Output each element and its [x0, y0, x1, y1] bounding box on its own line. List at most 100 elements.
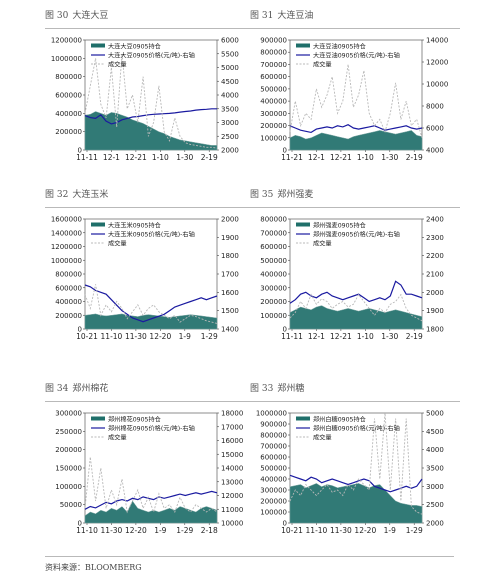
price-line: [84, 490, 218, 510]
x-tick-label: 1-10: [357, 332, 374, 341]
chart-sugar: 0 100000 200000 300000 400000 500000 600000 700…: [256, 410, 444, 536]
left-tick-label: 0: [78, 147, 82, 155]
legend-label: 大连豆油0905持仓: [313, 43, 366, 51]
left-tick-label: 100000: [260, 134, 287, 142]
x-tick-label: 2-18: [201, 526, 218, 535]
left-tick-label: 800000: [55, 271, 82, 279]
x-tick-label: 11-10: [76, 526, 98, 535]
x-tick-label: 12-20: [125, 526, 147, 535]
left-tick-label: 300000: [260, 284, 287, 292]
legend-label: 大连玉米0905持仓: [108, 222, 161, 230]
right-tick-label: 12000: [221, 492, 243, 500]
left-tick-label: 400000: [260, 476, 287, 484]
legend-label: 大连豆油0905价格(元/吨)-右轴: [313, 52, 400, 60]
right-tick-label: 5500: [221, 50, 239, 58]
left-tick-label: 1200000: [51, 37, 82, 45]
right-tick-label: 1900: [221, 234, 239, 242]
left-tick-label: 900000: [260, 37, 287, 45]
right-tick-label: 4500: [426, 428, 444, 436]
figure-number: 图 35: [250, 190, 274, 200]
right-tick-label: 2000: [221, 216, 239, 224]
panel-title: 图 30 大连大豆: [45, 4, 255, 29]
right-tick-label: 15000: [221, 451, 243, 459]
left-tick-label: 800000: [260, 432, 287, 440]
volume-line: [289, 64, 423, 138]
left-tick-label: 400000: [55, 110, 82, 118]
legend-label: 郑州白糖0905价格(元/吨)-右轴: [313, 425, 400, 433]
left-tick-label: 100000: [260, 509, 287, 517]
left-tick-label: 0: [78, 520, 82, 528]
left-tick-label: 200000: [260, 122, 287, 130]
left-tick-label: 700000: [260, 443, 287, 451]
x-tick-label: 1-10: [357, 153, 374, 162]
x-tick-label: 11-11: [281, 332, 303, 341]
chart-corn: 0 200000 400000 600000 800000 1000000 1200000 1…: [51, 216, 239, 342]
left-tick-label: 0: [283, 147, 287, 155]
volume-line: [84, 284, 218, 324]
right-tick-label: 6000: [221, 37, 239, 45]
left-tick-label: 1000000: [51, 257, 82, 265]
price-line: [289, 280, 423, 304]
right-tick-label: 14000: [221, 465, 243, 473]
right-tick-label: 10000: [426, 81, 448, 89]
legend-swatch-area: [91, 43, 105, 48]
right-tick-label: 2000: [426, 520, 444, 528]
x-tick-label: 11-11: [76, 153, 98, 162]
left-tick-label: 600000: [55, 92, 82, 100]
right-tick-label: 16000: [221, 437, 243, 445]
right-tick-label: 6000: [426, 125, 444, 133]
right-tick-label: 17000: [221, 423, 243, 431]
right-tick-label: 2500: [426, 501, 444, 509]
left-tick-label: 700000: [260, 61, 287, 69]
open-interest-area: [84, 313, 218, 330]
right-tick-label: 1800: [426, 326, 444, 334]
right-tick-label: 2500: [221, 133, 239, 141]
x-tick-label: 2-19: [406, 153, 423, 162]
x-tick-label: 1-30: [176, 153, 193, 162]
price-line: [84, 108, 217, 125]
left-tick-label: 400000: [260, 98, 287, 106]
legend-swatch-area: [91, 222, 105, 227]
right-tick-label: 3500: [221, 105, 239, 113]
right-tick-label: 5000: [426, 410, 444, 418]
right-tick-label: 2100: [426, 271, 444, 279]
left-tick-label: 200000: [55, 446, 82, 454]
right-tick-label: 3000: [221, 119, 239, 127]
right-tick-label: 4000: [221, 92, 239, 100]
price-line: [84, 284, 218, 323]
right-tick-label: 2300: [426, 234, 444, 242]
panel-title: 图 31 大连豆油: [250, 4, 460, 29]
left-tick-label: 0: [283, 326, 287, 334]
left-tick-label: 250000: [55, 428, 82, 436]
left-tick-label: 200000: [260, 498, 287, 506]
figure-title: 大连玉米: [72, 190, 109, 200]
open-interest-area: [84, 500, 218, 524]
legend-label: 成交量: [313, 240, 332, 248]
left-tick-label: 200000: [55, 128, 82, 136]
panel-title: 图 33 郑州糖: [250, 377, 460, 402]
x-tick-label: 12-21: [330, 153, 352, 162]
right-tick-label: 4000: [426, 147, 444, 155]
x-tick-label: 12-20: [149, 332, 171, 341]
legend-label: 郑州强麦0905价格(元/吨)-右轴: [313, 231, 400, 239]
right-tick-label: 4000: [426, 446, 444, 454]
left-tick-label: 800000: [260, 216, 287, 224]
figure-title: 郑州糖: [277, 384, 305, 394]
x-tick-label: 1-9: [154, 526, 166, 535]
chart-wheat: 0 100000 200000 300000 400000 500000 600000 700…: [260, 216, 444, 342]
right-tick-label: 1800: [221, 252, 239, 260]
panel-title: 图 35 郑州强麦: [250, 183, 460, 208]
right-tick-label: 3500: [426, 465, 444, 473]
legend-label: 成交量: [313, 61, 332, 69]
chart-cotton: 0 50000 100000 150000 200000 250000 300000 1000…: [55, 410, 243, 536]
x-tick-label: 11-21: [281, 153, 303, 162]
legend-swatch-area: [296, 416, 310, 421]
x-tick-label: 12-1: [308, 153, 325, 162]
right-tick-label: 8000: [426, 103, 444, 111]
x-tick-label: 1-29: [201, 332, 218, 341]
open-interest-area: [289, 483, 423, 524]
x-tick-label: 10-21: [76, 332, 98, 341]
x-tick-label: 10-21: [281, 526, 303, 535]
figure-number: 图 32: [45, 190, 69, 200]
price-line: [289, 124, 423, 134]
